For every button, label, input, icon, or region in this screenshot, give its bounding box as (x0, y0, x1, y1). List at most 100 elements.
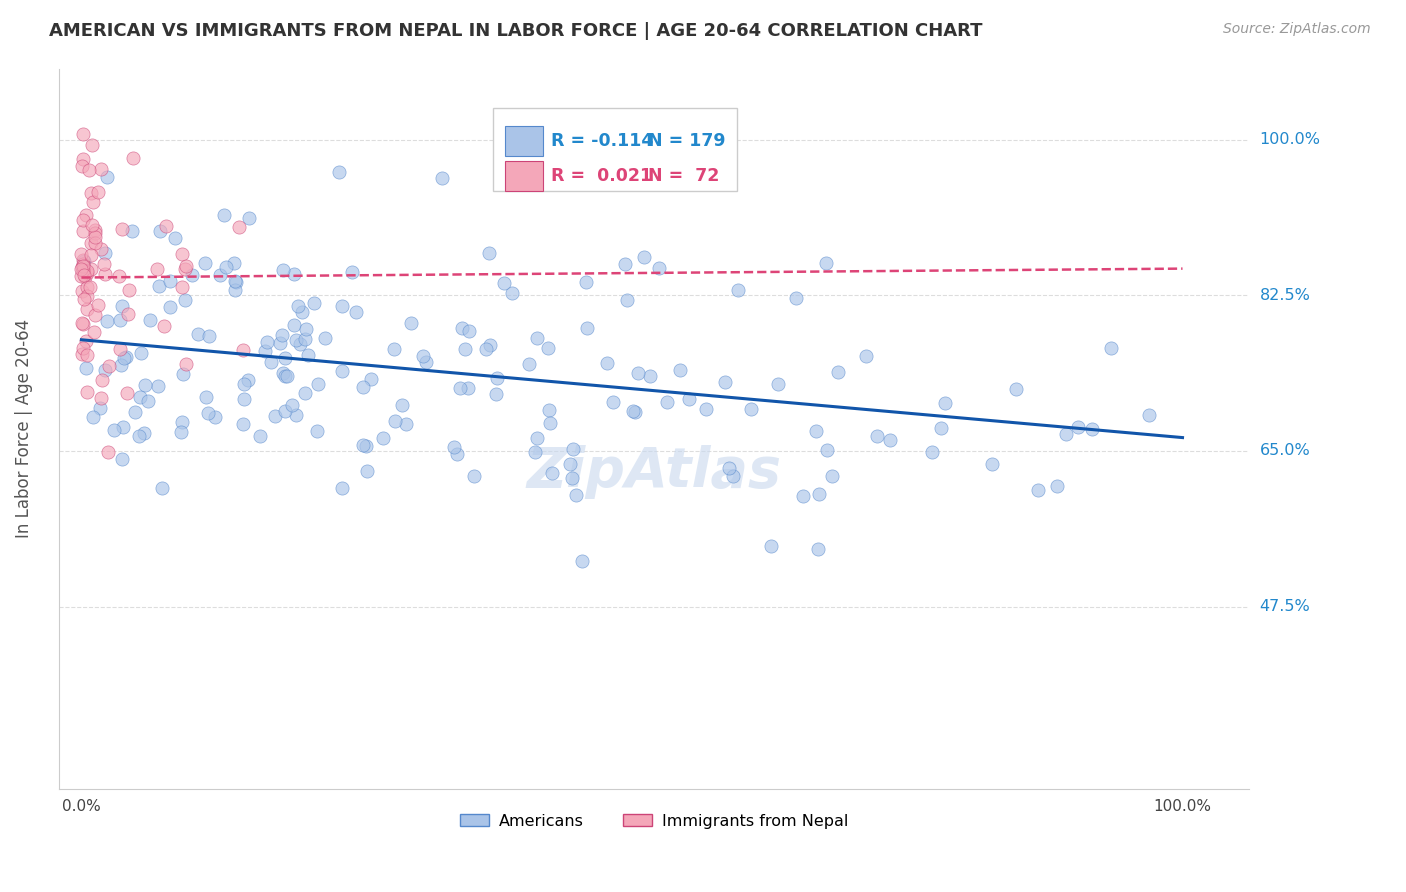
Point (430, 170, 453, 185)
Point (453, 343, 475, 357)
Point (80, 261, 103, 276)
Point (83, 308, 105, 322)
Point (72, 341, 94, 355)
Point (287, 299, 309, 313)
Point (75, 208, 97, 222)
Point (1099, 341, 1122, 355)
Point (139, 313, 162, 327)
Point (122, 151, 145, 165)
Point (354, 439, 377, 453)
Point (136, 393, 159, 408)
Point (108, 342, 131, 356)
Point (249, 429, 271, 443)
Point (759, 539, 782, 553)
Point (344, 305, 367, 319)
Point (766, 377, 789, 392)
Point (111, 222, 134, 236)
Point (152, 481, 174, 495)
Point (73, 292, 96, 306)
Point (264, 409, 287, 423)
Point (353, 380, 375, 394)
Point (86, 185, 108, 199)
Point (195, 391, 218, 405)
Point (623, 405, 645, 419)
Point (72, 263, 94, 277)
Point (271, 263, 294, 277)
Point (391, 398, 413, 412)
Point (153, 319, 176, 334)
Point (174, 293, 197, 307)
Point (1066, 420, 1088, 434)
Point (197, 406, 219, 420)
Point (76, 302, 98, 317)
Point (187, 326, 209, 341)
Point (804, 424, 827, 438)
Point (82, 409, 104, 424)
Point (602, 395, 624, 409)
Point (291, 304, 314, 318)
Point (356, 464, 378, 478)
Text: N =  72: N = 72 (648, 167, 720, 185)
Point (110, 312, 132, 326)
Point (72, 152, 94, 166)
Point (384, 413, 406, 427)
Point (117, 283, 139, 297)
Point (814, 256, 837, 270)
Point (1005, 382, 1028, 396)
Point (89, 401, 111, 416)
Point (111, 420, 134, 434)
Point (232, 417, 254, 431)
Point (82, 219, 104, 233)
Point (94, 267, 117, 281)
Point (128, 429, 150, 443)
Point (558, 457, 581, 471)
Text: 100.0%: 100.0% (1260, 132, 1320, 147)
Point (97, 359, 120, 373)
Point (640, 369, 662, 384)
Point (934, 396, 956, 410)
Point (70, 316, 93, 330)
Point (815, 442, 838, 457)
Point (314, 330, 336, 344)
Point (655, 395, 678, 409)
Point (83, 226, 105, 240)
Point (285, 408, 308, 422)
Point (170, 280, 193, 294)
Point (149, 224, 172, 238)
Point (929, 421, 952, 435)
Point (721, 469, 744, 483)
Point (174, 260, 197, 274)
Point (97, 445, 120, 459)
Point (76, 280, 98, 294)
Point (537, 341, 560, 355)
Point (371, 431, 394, 445)
Point (83, 230, 105, 244)
Point (84, 223, 107, 237)
Point (73, 253, 96, 268)
Point (288, 337, 311, 351)
Point (307, 377, 329, 392)
Point (274, 404, 297, 418)
Point (458, 324, 481, 338)
Point (121, 224, 143, 238)
Point (273, 351, 295, 365)
Point (395, 417, 418, 431)
Point (633, 250, 655, 264)
Point (571, 554, 593, 568)
Point (172, 367, 194, 381)
Point (174, 262, 197, 277)
Point (75, 360, 97, 375)
Point (561, 470, 583, 484)
Point (276, 369, 298, 384)
Point (352, 438, 374, 452)
Point (87, 298, 110, 312)
Point (82, 195, 104, 210)
Point (485, 386, 508, 401)
Point (124, 405, 146, 419)
Point (115, 350, 138, 364)
Point (224, 256, 246, 270)
Point (1054, 426, 1077, 441)
Point (714, 375, 737, 389)
Point (225, 275, 247, 289)
Point (132, 425, 155, 440)
